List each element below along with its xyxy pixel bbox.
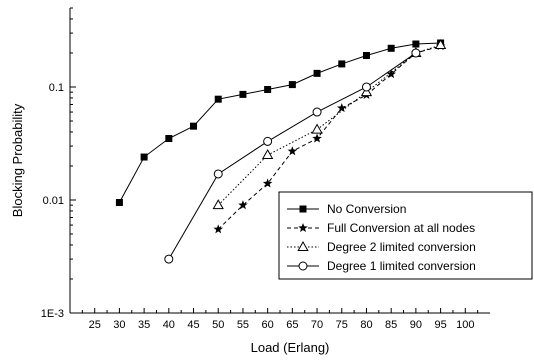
x-tick-label: 70	[311, 319, 323, 331]
data-point	[287, 146, 298, 156]
data-point	[190, 122, 198, 130]
data-point	[212, 199, 224, 210]
series-line	[118, 42, 441, 203]
data-point	[213, 169, 223, 179]
data-point	[263, 136, 273, 146]
data-point	[386, 69, 396, 79]
data-point	[434, 39, 447, 50]
data-point	[165, 135, 173, 143]
data-point	[238, 200, 248, 210]
x-axis-title: Load (Erlang)	[251, 340, 330, 355]
legend-label: Full Conversion at all nodes	[327, 221, 475, 235]
data-point	[164, 254, 174, 264]
data-point	[411, 48, 421, 58]
legend-box	[278, 191, 533, 280]
x-tick-label: 80	[360, 319, 372, 331]
series-1	[115, 39, 445, 207]
series-line	[217, 45, 441, 230]
data-point	[313, 69, 321, 77]
series-4	[164, 48, 421, 264]
data-point	[214, 95, 222, 103]
data-point	[288, 81, 296, 89]
x-tick-label: 45	[187, 319, 199, 331]
data-point	[264, 86, 272, 94]
data-point	[262, 178, 273, 188]
x-tick-label: 60	[262, 319, 274, 331]
series-layer	[115, 39, 447, 264]
data-point	[115, 199, 123, 207]
legend-item: Degree 2 limited conversion	[287, 240, 476, 254]
x-tick-label: 40	[163, 319, 175, 331]
x-tick-label: 25	[89, 319, 101, 331]
data-point	[213, 224, 223, 234]
legend-marker	[299, 205, 307, 213]
x-tick-label: 55	[237, 319, 249, 331]
data-point	[412, 40, 420, 48]
legend-marker	[298, 223, 308, 233]
x-tick-label: 95	[434, 319, 446, 331]
legend-item: Full Conversion at all nodes	[287, 221, 475, 235]
legend-marker	[298, 261, 308, 271]
data-point	[311, 123, 323, 134]
y-axis-title: Blocking Probability	[10, 103, 25, 217]
x-tick-label: 90	[410, 319, 422, 331]
x-tick-label: 50	[212, 319, 224, 331]
x-tick-label: 100	[456, 319, 474, 331]
data-point	[338, 60, 346, 68]
data-point	[387, 44, 395, 52]
y-tick-label: 0.1	[49, 82, 64, 94]
data-point	[239, 90, 247, 98]
x-tick-label: 75	[336, 319, 348, 331]
legend-item: Degree 1 limited conversion	[287, 259, 476, 273]
x-tick-label: 65	[286, 319, 298, 331]
x-tick-label: 85	[385, 319, 397, 331]
data-point	[362, 51, 370, 59]
x-tick-label: 35	[138, 319, 150, 331]
legend-label: No Conversion	[327, 202, 406, 216]
data-point	[337, 103, 347, 113]
legend: No Conversion Full Conversion at all node…	[278, 191, 533, 280]
legend-label: Degree 2 limited conversion	[327, 240, 476, 254]
y-tick-label: 0.01	[43, 195, 64, 207]
data-point	[312, 133, 322, 143]
axes: 25 30 35 40 45 50 55 60 65 70 75 80 85 90 95 100 1E-3 0.0…	[41, 7, 490, 331]
legend-marker	[297, 240, 309, 251]
data-point	[261, 149, 274, 160]
series-3	[212, 39, 447, 210]
data-point	[140, 153, 148, 161]
data-point	[361, 82, 371, 92]
series-line	[168, 52, 417, 260]
data-point	[312, 107, 322, 117]
y-tick-label: 1E-3	[41, 308, 64, 320]
legend-item: No Conversion	[287, 202, 406, 216]
legend-label: Degree 1 limited conversion	[327, 259, 476, 273]
x-tick-label: 30	[113, 319, 125, 331]
